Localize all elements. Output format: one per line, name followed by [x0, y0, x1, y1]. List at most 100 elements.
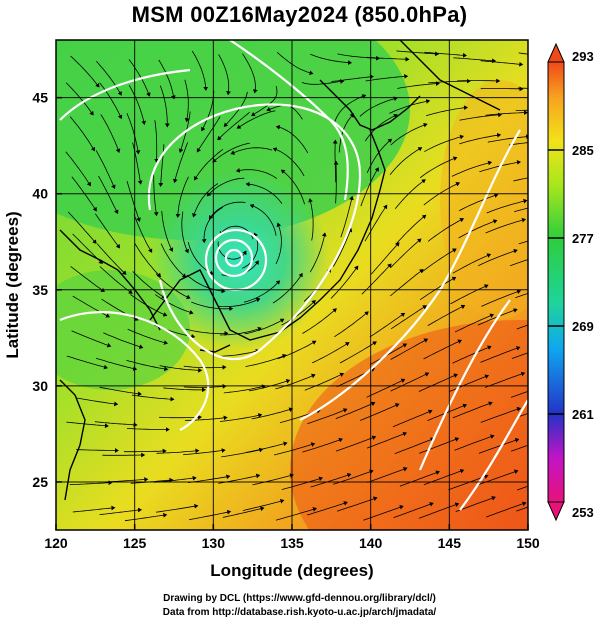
streamline [393, 502, 434, 518]
streamline [277, 340, 317, 360]
streamline [390, 305, 427, 330]
streamline [245, 441, 288, 453]
streamline [158, 144, 165, 187]
streamline [369, 312, 406, 338]
streamline [236, 110, 276, 129]
streamline [450, 284, 489, 305]
streamline [192, 183, 219, 218]
streamline [335, 435, 377, 452]
streamline [275, 507, 317, 521]
streamline [69, 116, 95, 152]
streamline [395, 214, 427, 245]
streamline [66, 421, 109, 429]
streamline [218, 54, 231, 96]
streamline [219, 326, 262, 336]
streamline [159, 414, 202, 420]
streamline [161, 210, 174, 252]
streamline [361, 263, 392, 295]
credit-source: Data from http://database.rish.kyoto-u.a… [162, 607, 437, 618]
streamline [245, 181, 283, 204]
streamline [71, 330, 112, 348]
streamline [365, 74, 409, 82]
streamline [459, 112, 503, 121]
streamline [100, 114, 121, 153]
x-tick-label: 140 [359, 535, 383, 551]
streamline [189, 509, 232, 521]
streamline [194, 149, 224, 181]
streamline [230, 147, 273, 155]
streamline [70, 55, 100, 88]
streamline [424, 134, 464, 153]
streamline [419, 156, 458, 179]
streamline [244, 318, 285, 335]
colorbar-label: 253 [572, 505, 594, 520]
streamline [485, 217, 526, 234]
streamline [363, 504, 404, 521]
streamline [367, 467, 408, 483]
streamline [418, 373, 458, 392]
y-axis-ticks: 25 30 35 40 45 [32, 90, 62, 490]
streamline [218, 297, 261, 307]
streamline [242, 53, 258, 94]
streamline [513, 177, 528, 182]
streamline [458, 193, 499, 212]
map-title: MSM 00Z16May2024 (850.0hPa) [131, 2, 468, 27]
streamline [99, 82, 123, 120]
x-axis-title: Longitude (degrees) [210, 561, 373, 580]
streamline [518, 52, 528, 55]
streamline [154, 120, 160, 163]
streamline [280, 169, 305, 205]
streamline [423, 182, 461, 206]
streamline [159, 85, 170, 128]
streamline [172, 142, 188, 184]
streamline [452, 345, 492, 364]
streamline [458, 219, 498, 239]
streamline [96, 61, 122, 96]
streamline [128, 59, 151, 97]
streamline [389, 147, 423, 176]
y-tick-label: 25 [32, 474, 48, 490]
streamline [272, 147, 305, 177]
streamline [132, 271, 166, 299]
streamline [427, 218, 464, 242]
streamline [156, 503, 199, 513]
streamline [514, 207, 528, 213]
streamline [235, 168, 277, 179]
x-tick-label: 135 [280, 535, 304, 551]
colorbar-max-arrow [547, 42, 565, 63]
streamline [366, 56, 410, 62]
streamline [487, 134, 528, 143]
streamline [331, 74, 374, 82]
streamline [477, 248, 518, 267]
streamline [95, 357, 138, 371]
colorbar-gradient [547, 61, 565, 503]
streamline [275, 125, 309, 154]
streamline [427, 304, 466, 326]
streamline [124, 512, 168, 522]
streamline [452, 401, 493, 419]
low-pressure-center [150, 170, 330, 350]
streamline [334, 311, 369, 338]
colorbar-label: 293 [572, 49, 594, 64]
x-tick-label: 130 [202, 535, 226, 551]
streamline [222, 506, 265, 518]
streamline [390, 338, 429, 360]
streamline [370, 242, 400, 275]
streamline [181, 211, 189, 254]
streamline [302, 308, 337, 334]
streamline [486, 198, 528, 214]
streamline [99, 266, 133, 294]
streamline [304, 372, 345, 391]
streamline [130, 294, 168, 317]
streamline [394, 179, 426, 210]
colorbar-min-arrow [547, 501, 565, 522]
credit-drawing: Drawing by DCL (https://www.gfd-dennou.o… [163, 593, 436, 604]
streamline [94, 421, 138, 428]
streamline [480, 86, 524, 92]
streamline [223, 91, 248, 127]
streamline [509, 259, 528, 267]
streamline [308, 198, 314, 241]
streamline [196, 116, 221, 153]
streamline [243, 280, 281, 303]
streamline [281, 300, 316, 326]
